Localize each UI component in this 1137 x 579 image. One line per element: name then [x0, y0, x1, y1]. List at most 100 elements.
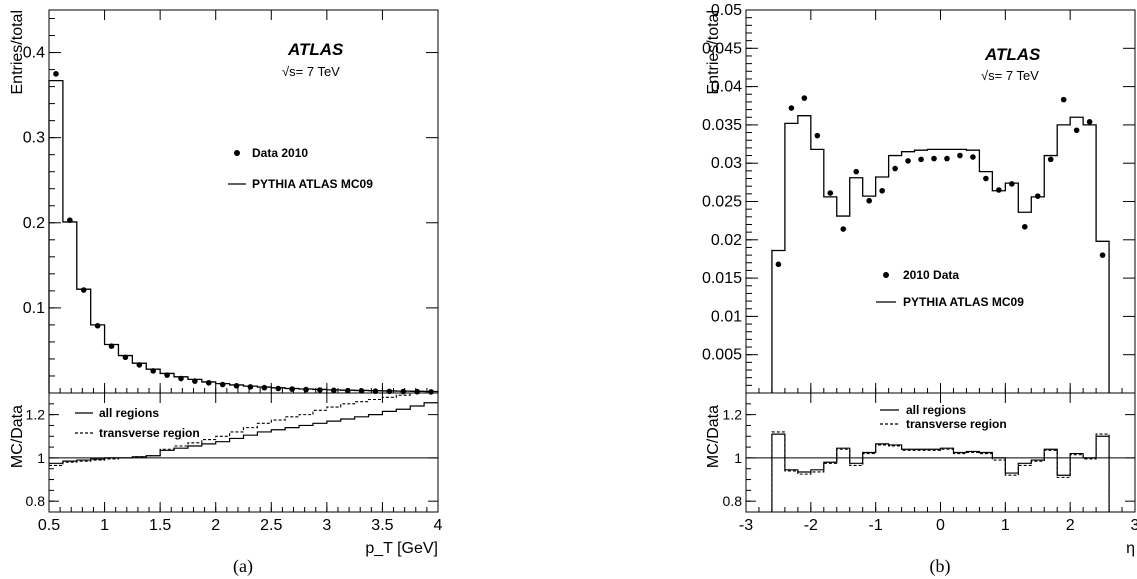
data-point	[827, 190, 834, 196]
data-point	[775, 261, 782, 268]
data-point	[814, 132, 821, 139]
panel-a-x-axis-label: p_T [GeV]	[365, 540, 438, 557]
panel-a: 0.1 0.2 0.3 0.4 Entries/total ATLAS √s= 7 T…	[9, 9, 443, 577]
data-point	[957, 152, 963, 159]
data-point	[303, 386, 309, 393]
panel-b-main-frame	[745, 9, 1136, 394]
data-point	[414, 388, 420, 395]
data-point	[879, 187, 885, 194]
panel-b-main-y-tick-label: 0.045	[702, 40, 742, 57]
panel-a-main-y-axis-label: Entries/total	[9, 10, 26, 94]
data-point	[788, 105, 795, 111]
data-point	[996, 187, 1002, 193]
panel-b-ratio-x-tick-label: -3	[739, 517, 753, 534]
data-point	[53, 71, 59, 77]
panel-b-main-y-tick-label: 0.005	[702, 347, 742, 364]
data-point	[400, 388, 407, 395]
data-point	[1086, 119, 1093, 125]
data-point	[840, 226, 847, 232]
data-point	[94, 322, 101, 329]
data-point	[317, 387, 323, 393]
data-point	[1034, 193, 1041, 199]
panel-a-ratio-y-tick-label: 0.8	[26, 493, 46, 509]
data-point	[108, 343, 115, 349]
data-point	[905, 158, 911, 164]
panel-b-ratio-x-tick-label: -1	[869, 517, 883, 534]
series-line-transverse-region	[771, 431, 1110, 512]
panel-b-ratio-x-tick-label: 0	[936, 517, 945, 534]
panel-b-atlas-label: ATLAS	[984, 45, 1041, 64]
panel-b-ratio-x-tick-label: 3	[1131, 517, 1137, 534]
data-point	[261, 384, 268, 391]
panel-a-ratio-x-tick-label: 0.5	[38, 517, 60, 534]
panel-b-main-plot: 0.005 0.01 0.015 0.02 0.025 0.03 0.035 0.04 0.04…	[702, 2, 1136, 394]
panel-a-ratio-frame	[48, 392, 439, 513]
panel-b-ratio-y-axis-label: MC/Data	[705, 405, 722, 468]
data-point	[164, 372, 170, 378]
legend-label-2010-data: 2010 Data	[903, 268, 959, 282]
panel-a-main-y-tick-label: 0.3	[23, 130, 45, 147]
data-point	[219, 381, 226, 388]
data-point	[801, 95, 808, 101]
panel-a-main-y-tick-label: 0.2	[23, 215, 45, 232]
legend-label-pythia: PYTHIA ATLAS MC09	[252, 177, 373, 191]
panel-a-ratio-plot: 0.8 1 1.2 0.5 1 1.5 2 2.5 3 3.5 4 MC/Data all regi…	[9, 392, 443, 534]
panel-b-ratio-x-tick-label: -2	[804, 517, 818, 534]
data-point	[853, 168, 860, 175]
data-point	[428, 389, 434, 395]
data-point	[80, 287, 87, 293]
panel-a-main-frame	[48, 9, 439, 394]
legend-marker-2010-data	[883, 272, 889, 278]
data-point	[136, 362, 143, 368]
panel-b-caption: (b)	[930, 556, 951, 577]
panel-a-ratio-y-tick-label: 1.2	[26, 407, 46, 423]
data-point	[931, 155, 937, 162]
panel-a-caption: (a)	[233, 556, 253, 577]
panel-b-energy-label: √s= 7 TeV	[981, 68, 1039, 83]
panel-a-main-y-tick-label: 0.1	[23, 300, 45, 317]
data-point	[1073, 127, 1080, 134]
data-point	[67, 217, 73, 224]
panel-a-ratio-x-tick-label: 3	[322, 517, 331, 534]
panel-a-ratio-x-tick-label: 1	[100, 517, 109, 534]
data-point	[1009, 181, 1015, 187]
panel-a-atlas-label: ATLAS	[287, 40, 344, 59]
legend-label-pythia: PYTHIA ATLAS MC09	[903, 295, 1024, 309]
data-point	[970, 154, 976, 160]
panel-b-ratio-x-tick-label: 1	[1001, 517, 1010, 534]
panel-a-ratio-x-tick-label: 2	[211, 517, 220, 534]
panel-a-main-plot: 0.1 0.2 0.3 0.4 Entries/total ATLAS √s= 7 T…	[9, 9, 439, 395]
panel-a-ratio-legend: all regions transverse region	[75, 406, 200, 440]
series-line-pythia-atlas-mc09	[48, 79, 439, 393]
legend-marker-data-2010	[234, 150, 240, 156]
panel-b-main-y-tick-label: 0.035	[702, 117, 742, 134]
data-point	[122, 354, 129, 361]
data-point	[331, 387, 337, 394]
panel-b-main-y-tick-label: 0.04	[711, 79, 742, 96]
data-point	[150, 368, 156, 374]
data-point	[983, 175, 989, 182]
series-line-all-regions	[49, 402, 438, 464]
data-point	[1021, 223, 1028, 230]
panel-b-main-y-axis-label: Entries/total	[705, 10, 722, 94]
panel-a-energy-label: √s= 7 TeV	[282, 64, 340, 79]
panel-a-ratio-y-tick-label: 1	[37, 450, 45, 466]
panel-b-x-axis-label: η	[1126, 540, 1135, 557]
panel-b-ratio-plot: 0.8 1 1.2 -3 -2 -1 0 1 2 3 MC/Data all regions tr…	[705, 392, 1137, 534]
data-point	[247, 384, 254, 390]
panel-b-ratio-legend: all regions transverse region	[880, 403, 1007, 431]
panel-b-main-y-tick-label: 0.025	[702, 194, 742, 211]
panel-b-main-y-tick-label: 0.03	[711, 155, 742, 172]
data-point	[1047, 156, 1054, 163]
legend-label-all-regions: all regions	[99, 406, 159, 420]
panel-b-ratio-x-tick-label: 2	[1066, 517, 1075, 534]
panel-a-ratio-x-tick-label: 2.5	[260, 517, 282, 534]
legend-label-transverse-region: transverse region	[99, 426, 200, 440]
data-point	[918, 156, 924, 163]
data-point	[944, 155, 950, 162]
panel-a-ratio-x-tick-label: 1.5	[149, 517, 171, 534]
panel-a-main-legend: Data 2010 PYTHIA ATLAS MC09	[228, 146, 373, 191]
series-line-all-regions	[771, 433, 1110, 512]
series-line-pythia-atlas-mc09	[771, 115, 1110, 393]
data-point	[892, 165, 898, 172]
